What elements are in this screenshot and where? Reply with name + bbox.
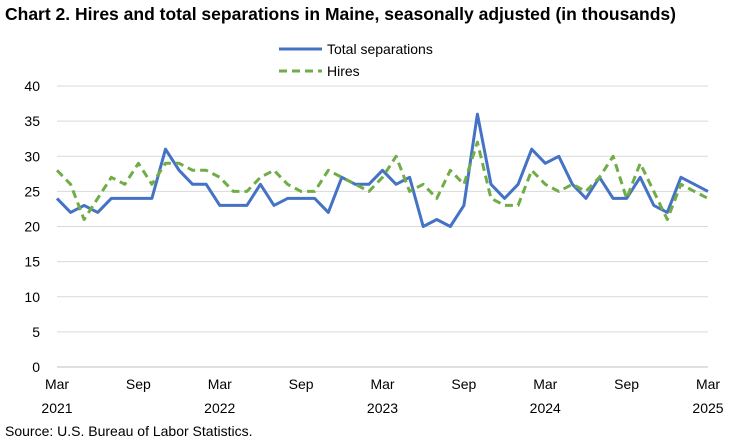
x-tick-month-label: Mar [45, 376, 69, 392]
x-tick-year-label: 2024 [530, 400, 561, 416]
y-tick-label: 10 [24, 289, 40, 305]
x-tick-month-label: Sep [289, 376, 314, 392]
y-tick-label: 40 [24, 78, 40, 94]
y-tick-label: 30 [24, 148, 40, 164]
y-tick-label: 5 [32, 324, 40, 340]
x-tick-month-label: Sep [126, 376, 151, 392]
chart-title: Chart 2. Hires and total separations in … [5, 4, 676, 24]
x-tick-month-label: Mar [208, 376, 232, 392]
x-tick-month-label: Sep [451, 376, 476, 392]
y-tick-label: 0 [32, 359, 40, 375]
x-tick-month-label: Mar [533, 376, 557, 392]
y-tick-label: 25 [24, 183, 40, 199]
series-line-total-separations [55, 112, 709, 228]
legend-label: Total separations [327, 41, 433, 57]
x-tick-year-label: 2022 [204, 400, 235, 416]
y-tick-label: 20 [24, 219, 40, 235]
source-note: Source: U.S. Bureau of Labor Statistics. [5, 423, 253, 439]
x-tick-month-label: Mar [696, 376, 720, 392]
x-tick-month-label: Sep [614, 376, 639, 392]
x-tick-year-label: 2025 [692, 400, 723, 416]
y-tick-label: 35 [24, 113, 40, 129]
x-tick-year-label: 2023 [367, 400, 398, 416]
y-tick-label: 15 [24, 254, 40, 270]
x-tick-month-label: Mar [370, 376, 394, 392]
series-line-hires [55, 140, 709, 221]
legend-label: Hires [327, 63, 360, 79]
x-tick-year-label: 2021 [41, 400, 72, 416]
